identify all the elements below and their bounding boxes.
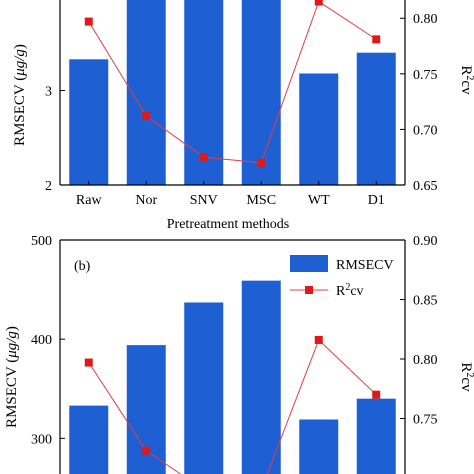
panel-b-bar-snv [184,302,224,474]
panel-a-r2-point-raw [84,17,93,26]
panel-a-xtick-label-snv: SNV [190,193,218,208]
panel-b-y2tick-label: 0.70 [413,472,438,474]
panel-b-y-axis-label: RMSECV (μg/g) [4,326,20,428]
panel-b-ytick-label: 500 [31,234,52,249]
panel-a-bar-d1 [356,52,396,186]
panel-b-bar-raw [69,405,109,474]
panel-a-bar-msc [241,0,281,185]
legend-line-label: R2cv [336,282,364,300]
panel-a-r2-point-wt [314,0,323,6]
panel-a-bars [69,0,396,186]
panel-a-y2tick-label: 0.75 [413,68,438,83]
panel-b-y2tick-label: 0.80 [413,353,438,368]
panel-b-y2tick-label: 0.90 [413,234,438,249]
panel-a-r2-point-nor [142,112,151,121]
panel-a-r2-polyline [88,0,377,164]
panel-b-bar-msc [241,280,281,474]
panel-a-r2-point-msc [257,158,266,167]
panel-b: 300 400 500 0.70 0.75 0.80 0.85 0.90 (b) RMSECV… [4,234,474,474]
panel-a-xtick-label-msc: MSC [246,193,276,208]
panel-b-y2-axis-label: R2cv [458,362,474,392]
panel-b-bar-wt [299,419,339,474]
legend: RMSECV R2cv [290,255,394,299]
panel-b-bar-nor [126,345,166,474]
legend-bar-label: RMSECV [336,258,394,273]
panel-a-ytick-label: 2 [45,179,52,194]
panel-b-r2-polyline [88,339,377,474]
panel-a-r2-point-d1 [372,35,381,44]
panel-a-y-axis-label: RMSECV (μg/g) [12,44,28,146]
panel-a: 2 3 0.65 0.70 0.75 0.80 Raw Nor SNV MSC WT D1 RMSE… [12,0,474,232]
panel-a-y2tick-label: 0.80 [413,12,438,27]
panel-b-y2tick-label: 0.85 [413,294,438,309]
panel-b-r2-point-wt [314,335,323,344]
panel-a-bar-raw [69,59,109,185]
panel-a-r2-point-snv [199,153,208,162]
panel-b-r2-point-d1 [372,390,381,399]
panel-a-y2-axis-label: R2cv [458,65,474,95]
panel-b-ytick-label: 300 [31,432,52,447]
panel-b-r2-line [84,335,381,474]
panel-a-xtick-label-d1: D1 [368,193,385,208]
panel-a-xtick-label-nor: Nor [135,193,157,208]
panel-a-bar-nor [126,0,166,185]
panel-a-x-axis-label: Pretreatment methods [167,217,289,232]
panel-a-y2tick-label: 0.65 [413,179,438,194]
panel-a-xtick-label-raw: Raw [76,193,103,208]
panel-a-y2tick-label: 0.70 [413,123,438,138]
panel-b-tag: (b) [74,259,91,274]
panel-a-ytick-label: 3 [45,85,52,100]
panel-a-x-tick-labels: Raw Nor SNV MSC WT D1 [76,181,385,208]
legend-line-marker [305,286,313,294]
panel-a-bar-wt [299,73,339,185]
panel-b-ticks: 300 400 500 0.70 0.75 0.80 0.85 0.90 [31,234,438,474]
panel-b-y2tick-label: 0.75 [413,413,438,428]
legend-bar-swatch [290,255,328,272]
panel-b-bar-d1 [356,398,396,474]
panel-b-axes-frame [59,239,406,474]
panel-b-r2-point-nor [142,446,151,455]
panel-b-r2-point-raw [84,358,93,367]
panel-a-r2-line [84,0,381,167]
panel-b-ytick-label: 400 [31,333,52,348]
panel-a-xtick-label-wt: WT [308,193,330,208]
panel-a-axes-frame [59,0,406,186]
panel-b-bars [69,280,396,474]
panel-a-ticks: 2 3 0.65 0.70 0.75 0.80 [45,12,438,194]
